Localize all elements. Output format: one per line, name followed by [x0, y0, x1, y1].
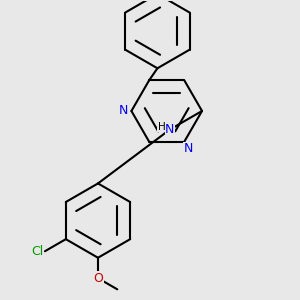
Text: Cl: Cl	[31, 245, 43, 258]
Text: N: N	[118, 104, 128, 118]
Text: O: O	[93, 272, 103, 285]
Text: N: N	[165, 123, 175, 136]
Text: H: H	[158, 122, 165, 132]
Text: N: N	[184, 142, 193, 155]
